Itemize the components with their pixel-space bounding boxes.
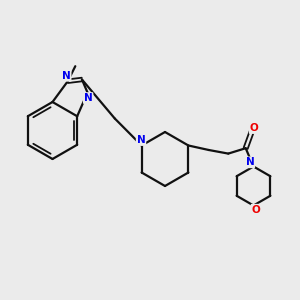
Text: O: O: [250, 123, 259, 133]
Text: O: O: [251, 205, 260, 215]
Text: N: N: [84, 93, 92, 103]
Text: N: N: [62, 71, 71, 81]
Text: N: N: [136, 135, 146, 145]
Text: N: N: [245, 157, 254, 167]
